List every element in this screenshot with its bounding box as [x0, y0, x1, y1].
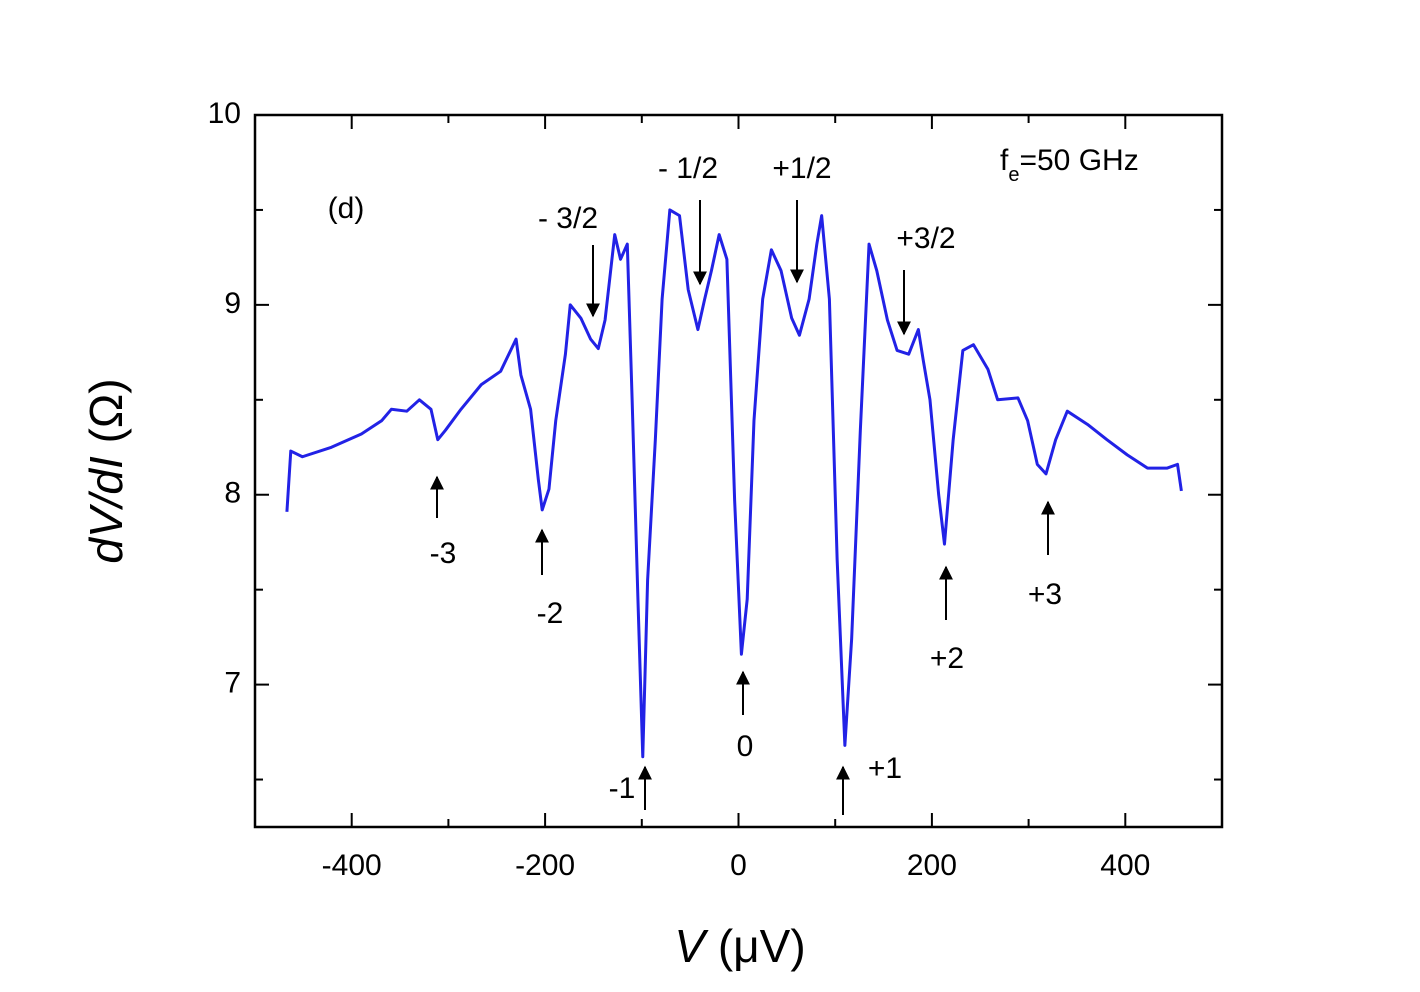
annotation-label: +2 [930, 642, 964, 675]
y-tick-label: 8 [224, 477, 241, 510]
plot-frame [253, 113, 1224, 829]
annotation-label: -2 [537, 597, 564, 630]
frequency-label: fe=50 GHz [1000, 144, 1139, 186]
annotation-label: -3 [430, 537, 457, 570]
x-tick-label: 200 [907, 849, 957, 882]
x-tick-label: -200 [515, 849, 575, 882]
y-tick-label: 10 [208, 97, 241, 130]
panel-label: (d) [328, 192, 365, 225]
annotation-label: 0 [737, 730, 754, 763]
data-line [285, 208, 1183, 759]
x-tick-label: 400 [1100, 849, 1150, 882]
annotation-label: +3/2 [896, 222, 955, 255]
annotation-label: +1 [868, 752, 902, 785]
annotation-label: - 1/2 [658, 152, 718, 185]
x-tick-label: -400 [322, 849, 382, 882]
y-axis-label: dV/dI (Ω) [80, 378, 132, 563]
x-tick-label: 0 [730, 849, 747, 882]
y-tick-label: 9 [224, 287, 241, 320]
annotation-label: -1 [609, 772, 636, 805]
annotation-label: +3 [1028, 578, 1062, 611]
annotation-label: +1/2 [772, 152, 831, 185]
annotation-label: - 3/2 [538, 202, 598, 235]
x-axis-label: V (μV) [674, 920, 805, 972]
y-tick-label: 7 [224, 667, 241, 700]
